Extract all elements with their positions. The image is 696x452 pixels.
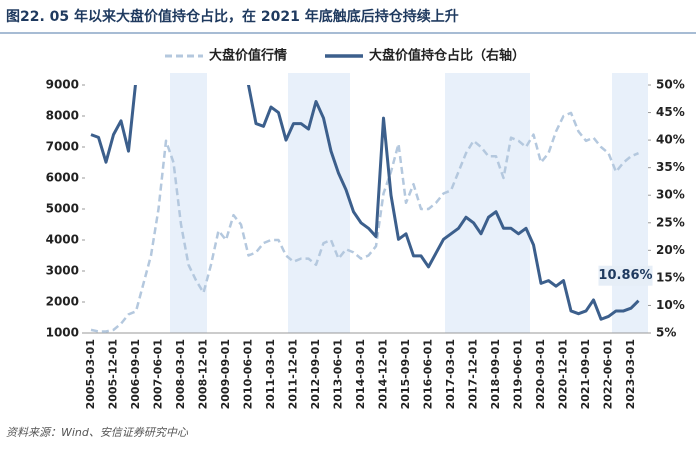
- y2-tick-label: 35%: [656, 160, 685, 174]
- shade: [612, 73, 648, 333]
- x-tick-label: 2020-03-01: [534, 339, 547, 409]
- x-tick-label: 2005-12-01: [107, 339, 120, 409]
- y-tick-label: 6000: [46, 171, 79, 185]
- x-tick-label: 2014-03-01: [354, 339, 367, 409]
- y-tick-label: 9000: [46, 78, 79, 92]
- x-tick-label: 2014-12-01: [377, 339, 390, 409]
- x-tick-label: 2008-12-01: [197, 339, 210, 409]
- legend-label: 大盘价值行情: [209, 48, 287, 64]
- x-tick-label: 2007-06-01: [152, 339, 165, 409]
- series-line: [90, 85, 640, 321]
- x-tick-label: 2015-09-01: [399, 339, 412, 409]
- y2-tick-label: 25%: [656, 215, 685, 229]
- y2-tick-label: 30%: [656, 188, 685, 202]
- y-tick-label: 2000: [46, 295, 79, 309]
- y2-tick-label: 45%: [656, 105, 685, 119]
- x-tick-label: 2016-06-01: [422, 339, 435, 409]
- y-tick-label: 8000: [46, 109, 79, 123]
- y-tick-label: 7000: [46, 140, 79, 154]
- x-tick-label: 2011-03-01: [264, 339, 277, 409]
- x-tick-label: 2023-03-01: [624, 339, 637, 409]
- y2-tick-label: 5%: [656, 326, 676, 340]
- y-tick-label: 5000: [46, 202, 79, 216]
- x-tick-label: 2012-09-01: [309, 339, 322, 409]
- x-tick-label: 2013-06-01: [332, 339, 345, 409]
- plot: [90, 85, 640, 333]
- x-tick-label: 2019-06-01: [512, 339, 525, 409]
- x-tick-label: 2010-06-01: [242, 339, 255, 409]
- x-tick-label: 2011-12-01: [287, 339, 300, 409]
- y2-tick-label: 50%: [656, 78, 685, 92]
- y2-tick-label: 15%: [656, 270, 685, 284]
- source: 资料来源：Wind、安信证券研究中心: [6, 426, 189, 439]
- chart-title: 图22. 05 年以来大盘价值持仓占比，在 2021 年底触底后持仓持续上升: [6, 8, 459, 25]
- y2-tick-label: 20%: [656, 243, 685, 257]
- x-tick-label: 2017-03-01: [444, 339, 457, 409]
- x-tick-label: 2009-09-01: [219, 339, 232, 409]
- shade: [288, 73, 350, 333]
- value-label: 10.86%: [598, 268, 652, 283]
- shade: [170, 73, 207, 333]
- y-tick-label: 4000: [46, 233, 79, 247]
- y-tick-label: 1000: [46, 326, 79, 340]
- y2-tick-label: 10%: [656, 298, 685, 312]
- x-tick-label: 2018-09-01: [489, 339, 502, 409]
- x-tick-label: 2021-09-01: [579, 339, 592, 409]
- x-tick-label: 2005-03-01: [84, 339, 97, 409]
- y-tick-label: 3000: [46, 264, 79, 278]
- x-tick-label: 2006-09-01: [129, 339, 142, 409]
- value-label-box: [598, 265, 653, 286]
- x-tick-label: 2008-03-01: [174, 339, 187, 409]
- shaded-periods: [170, 73, 648, 333]
- y2-tick-label: 40%: [656, 133, 685, 147]
- shade: [445, 73, 530, 333]
- x-tick-label: 2017-12-01: [467, 339, 480, 409]
- legend-label: 大盘价值持仓占比（右轴）: [369, 48, 525, 64]
- x-tick-label: 2020-12-01: [557, 339, 570, 409]
- x-tick-label: 2022-06-01: [602, 339, 615, 409]
